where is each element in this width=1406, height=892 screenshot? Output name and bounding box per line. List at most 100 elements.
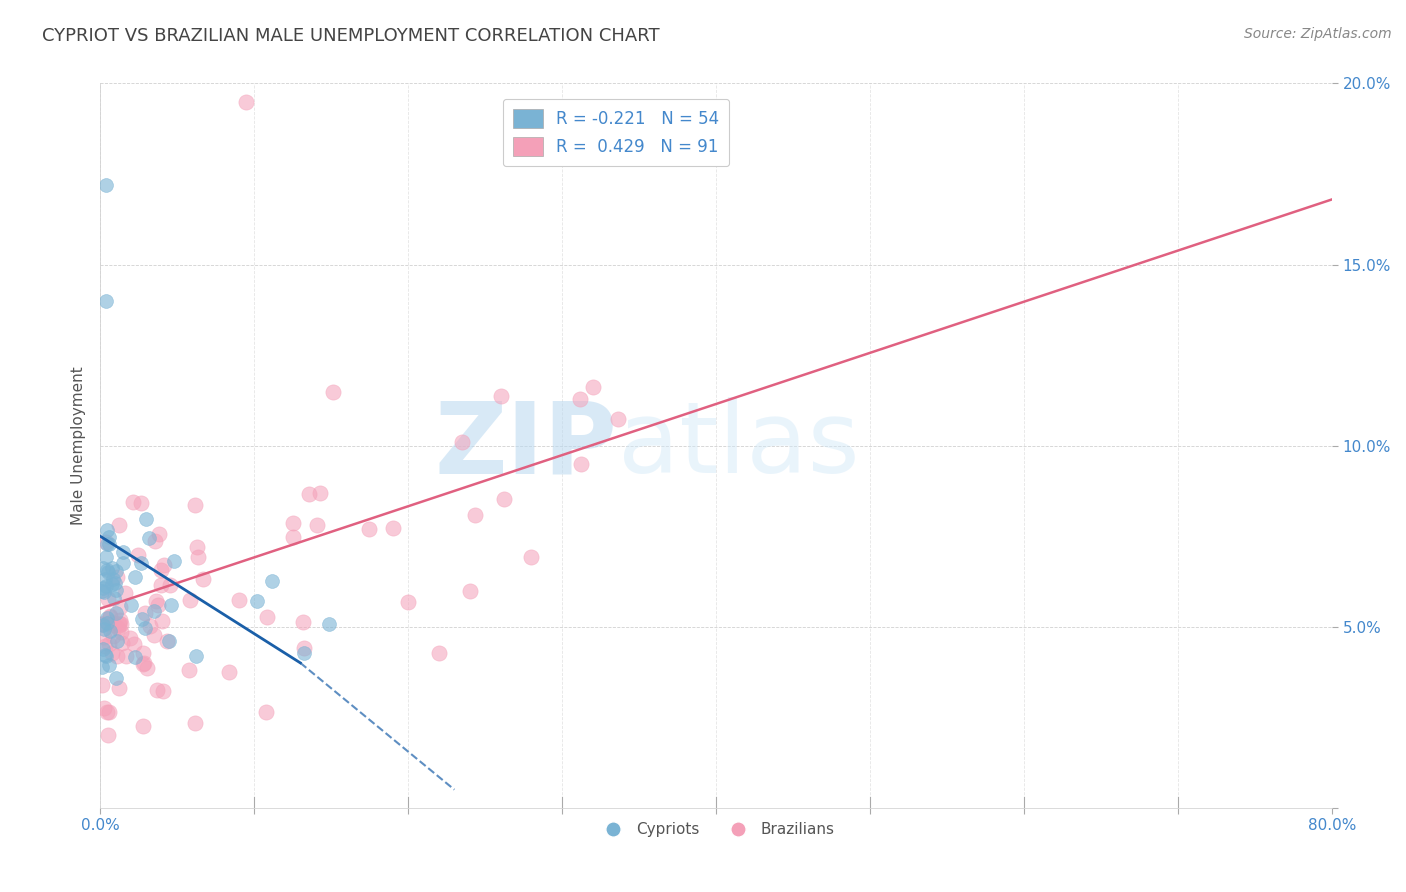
Point — [582, 380, 605, 394]
Point — [94, 572, 117, 586]
Point — [179, 663, 201, 677]
Point — [94, 648, 117, 663]
Point — [98, 624, 121, 639]
Point — [218, 665, 240, 679]
Point — [150, 563, 173, 577]
Point — [105, 570, 128, 584]
Point — [184, 648, 207, 663]
Point — [159, 598, 181, 612]
Text: CYPRIOT VS BRAZILIAN MALE UNEMPLOYMENT CORRELATION CHART: CYPRIOT VS BRAZILIAN MALE UNEMPLOYMENT C… — [42, 27, 659, 45]
Point — [91, 642, 114, 657]
Point — [357, 522, 380, 536]
Point — [107, 518, 129, 533]
Point — [91, 560, 114, 574]
Point — [127, 548, 149, 562]
Point — [122, 494, 145, 508]
Point — [292, 646, 315, 660]
Point — [569, 392, 592, 407]
Point — [124, 570, 146, 584]
Point — [156, 634, 179, 648]
Point — [148, 598, 170, 612]
Point — [107, 616, 129, 631]
Point — [607, 412, 630, 426]
Point — [131, 612, 153, 626]
Point — [307, 517, 329, 532]
Y-axis label: Male Unemployment: Male Unemployment — [72, 367, 86, 525]
Point — [90, 660, 112, 674]
Point — [291, 615, 314, 629]
Point — [520, 550, 543, 565]
Point — [108, 614, 131, 628]
Point — [132, 657, 155, 672]
Point — [135, 661, 157, 675]
Point — [97, 565, 120, 579]
Point — [105, 634, 128, 648]
Point — [129, 556, 152, 570]
Point — [105, 564, 128, 578]
Point — [107, 621, 129, 635]
Point — [96, 578, 118, 592]
Point — [110, 624, 132, 639]
Point — [152, 684, 174, 698]
Point — [427, 646, 450, 660]
Point — [179, 593, 201, 607]
Point — [103, 618, 125, 632]
Point — [254, 705, 277, 719]
Point — [135, 511, 157, 525]
Point — [104, 583, 127, 598]
Point — [120, 598, 142, 612]
Point — [105, 649, 128, 664]
Point — [101, 629, 124, 643]
Point — [569, 458, 592, 472]
Point — [139, 619, 162, 633]
Point — [98, 705, 121, 719]
Point — [458, 584, 481, 599]
Point — [114, 649, 136, 664]
Point — [96, 293, 118, 308]
Point — [91, 581, 114, 595]
Point — [96, 178, 118, 192]
Point — [124, 637, 146, 651]
Point — [98, 610, 121, 624]
Point — [184, 498, 207, 512]
Point — [186, 541, 208, 555]
Point — [96, 523, 118, 537]
Point — [148, 526, 170, 541]
Point — [97, 592, 120, 607]
Point — [145, 594, 167, 608]
Point — [260, 574, 283, 588]
Text: Source: ZipAtlas.com: Source: ZipAtlas.com — [1244, 27, 1392, 41]
Point — [94, 648, 117, 662]
Point — [138, 531, 160, 545]
Point — [235, 95, 257, 109]
Point — [104, 575, 127, 590]
Point — [318, 617, 340, 632]
Point — [145, 682, 167, 697]
Point — [98, 658, 121, 673]
Point — [246, 594, 269, 608]
Point — [93, 585, 115, 599]
Point — [382, 521, 405, 535]
Point — [292, 640, 315, 655]
Point — [281, 516, 304, 530]
Point — [96, 563, 118, 577]
Point — [129, 496, 152, 510]
Point — [134, 606, 156, 620]
Point — [93, 622, 115, 636]
Text: ZIP: ZIP — [434, 397, 617, 494]
Point — [114, 586, 136, 600]
Point — [96, 615, 118, 630]
Point — [93, 630, 115, 644]
Point — [152, 558, 174, 572]
Point — [96, 705, 118, 719]
Point — [298, 486, 321, 500]
Point — [134, 621, 156, 635]
Point — [450, 434, 472, 449]
Point — [256, 610, 278, 624]
Point — [100, 577, 122, 591]
Point — [96, 549, 118, 564]
Point — [489, 389, 512, 403]
Point — [396, 595, 419, 609]
Point — [131, 646, 153, 660]
Point — [104, 606, 127, 620]
